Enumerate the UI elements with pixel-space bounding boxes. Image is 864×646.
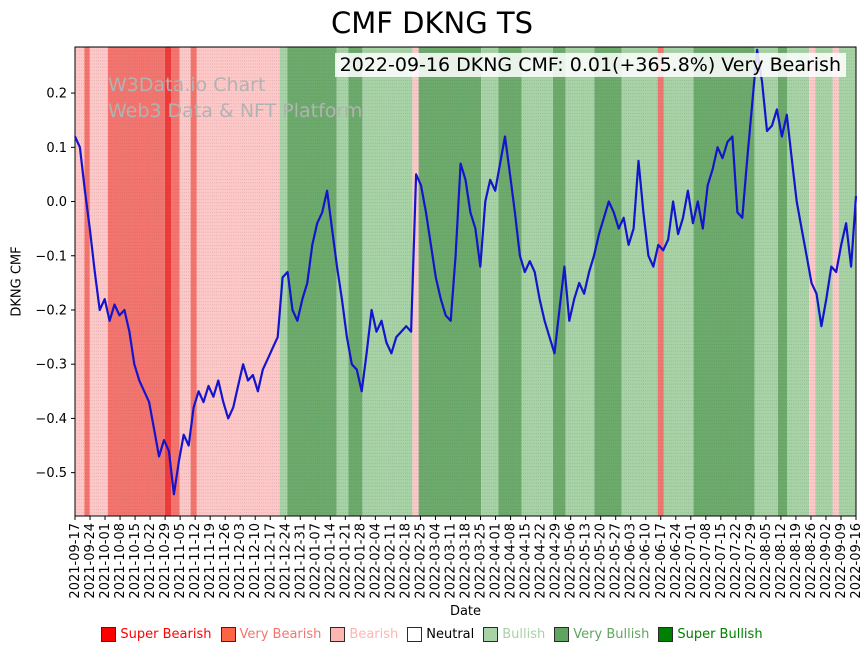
svg-text:0.1: 0.1 [46, 141, 67, 156]
svg-text:2022-01-14: 2022-01-14 [323, 523, 338, 599]
svg-text:2022-03-04: 2022-03-04 [428, 523, 443, 599]
x-axis-label: Date [449, 604, 482, 619]
svg-text:2022-02-11: 2022-02-11 [383, 523, 398, 599]
page-title: CMF DKNG TS [330, 6, 534, 40]
svg-text:2022-04-15: 2022-04-15 [519, 523, 534, 599]
x-axis: 2021-09-17 2021-09-24 2021-10-01 2021-10-08… [68, 516, 864, 599]
svg-text:0.2: 0.2 [46, 87, 67, 102]
svg-text:2021-11-19: 2021-11-19 [203, 523, 218, 599]
svg-text:2021-11-05: 2021-11-05 [173, 523, 188, 599]
svg-text:2022-04-01: 2022-04-01 [489, 523, 504, 599]
svg-text:2021-12-10: 2021-12-10 [248, 523, 263, 599]
legend-label: Very Bullish [573, 627, 650, 642]
svg-text:2021-11-12: 2021-11-12 [188, 523, 203, 599]
sentiment-bands-layer [75, 47, 856, 516]
legend: Super Bearish Very Bearish Bearish Neutral B… [0, 627, 864, 642]
svg-text:2021-09-24: 2021-09-24 [83, 523, 98, 599]
svg-text:2022-06-10: 2022-06-10 [639, 523, 654, 599]
svg-text:2022-05-13: 2022-05-13 [579, 523, 594, 599]
legend-swatch [220, 627, 236, 642]
svg-text:2022-08-19: 2022-08-19 [789, 523, 804, 599]
legend-label: Bearish [349, 627, 399, 642]
cmf-line-layer [73, 48, 858, 496]
svg-text:2021-12-31: 2021-12-31 [293, 523, 308, 599]
svg-text:2021-12-17: 2021-12-17 [263, 523, 278, 599]
svg-text:2021-10-29: 2021-10-29 [158, 523, 173, 599]
svg-text:−0.2: −0.2 [35, 304, 67, 319]
legend-swatch [330, 627, 346, 642]
svg-text:2022-02-25: 2022-02-25 [413, 523, 428, 599]
legend-item: Neutral [407, 627, 474, 642]
svg-text:2022-07-15: 2022-07-15 [714, 523, 729, 599]
legend-label: Bullish [502, 627, 546, 642]
legend-label: Super Bullish [677, 627, 763, 642]
svg-text:2022-06-03: 2022-06-03 [624, 523, 639, 599]
legend-swatch [483, 627, 499, 642]
svg-text:2021-11-26: 2021-11-26 [218, 523, 233, 599]
svg-text:−0.3: −0.3 [35, 358, 67, 373]
y-axis: 0.2 0.1 0.0 −0.1 −0.2 −0.3 −0.4 −0.5 [35, 87, 75, 481]
svg-text:2022-09-16: 2022-09-16 [849, 523, 864, 599]
svg-text:2021-09-17: 2021-09-17 [68, 523, 83, 599]
svg-text:2022-07-29: 2022-07-29 [744, 523, 759, 599]
y-axis-label-wrap: DKNG CMF [0, 47, 34, 516]
legend-swatch [407, 627, 423, 642]
legend-label: Neutral [426, 627, 475, 642]
svg-text:2022-09-09: 2022-09-09 [834, 523, 849, 599]
svg-text:2022-08-12: 2022-08-12 [774, 523, 789, 599]
cmf-line [73, 48, 858, 496]
svg-text:2022-05-27: 2022-05-27 [609, 523, 624, 599]
legend-item: Bearish [330, 627, 398, 642]
svg-text:2022-04-22: 2022-04-22 [534, 523, 549, 599]
legend-swatch [658, 627, 674, 642]
svg-text:2021-10-22: 2021-10-22 [143, 523, 158, 599]
svg-text:2022-06-17: 2022-06-17 [654, 523, 669, 599]
legend-item: Super Bullish [658, 627, 763, 642]
svg-text:2022-07-01: 2022-07-01 [684, 523, 699, 599]
svg-text:2022-05-06: 2022-05-06 [564, 523, 579, 599]
svg-text:2022-04-08: 2022-04-08 [504, 523, 519, 599]
svg-text:2022-03-18: 2022-03-18 [459, 523, 474, 599]
svg-text:2022-07-22: 2022-07-22 [729, 523, 744, 599]
latest-value-annotation: 2022-09-16 DKNG CMF: 0.01(+365.8%) Very … [334, 53, 846, 77]
svg-text:2022-08-05: 2022-08-05 [759, 523, 774, 599]
svg-text:2021-10-15: 2021-10-15 [128, 523, 143, 599]
legend-label: Super Bearish [120, 627, 212, 642]
legend-item: Very Bearish [220, 627, 322, 642]
svg-text:2022-04-29: 2022-04-29 [549, 523, 564, 599]
legend-label: Very Bearish [239, 627, 322, 642]
svg-text:2022-02-04: 2022-02-04 [368, 523, 383, 599]
svg-text:−0.5: −0.5 [35, 466, 67, 481]
svg-text:2022-07-08: 2022-07-08 [699, 523, 714, 599]
svg-text:2022-03-25: 2022-03-25 [474, 523, 489, 599]
svg-text:2021-12-03: 2021-12-03 [233, 523, 248, 599]
legend-item: Bullish [483, 627, 545, 642]
svg-text:2021-12-24: 2021-12-24 [278, 523, 293, 599]
svg-text:2022-09-02: 2022-09-02 [819, 523, 834, 599]
svg-text:0.0: 0.0 [46, 195, 67, 210]
svg-text:−0.4: −0.4 [35, 412, 67, 427]
svg-text:2022-06-24: 2022-06-24 [669, 523, 684, 599]
svg-text:2022-01-21: 2022-01-21 [338, 523, 353, 599]
legend-item: Super Bearish [101, 627, 212, 642]
svg-text:2021-10-01: 2021-10-01 [98, 523, 113, 599]
svg-text:2021-10-08: 2021-10-08 [113, 523, 128, 599]
legend-item: Very Bullish [554, 627, 649, 642]
legend-swatch [101, 627, 117, 642]
svg-text:2022-03-11: 2022-03-11 [443, 523, 458, 599]
y-axis-label: DKNG CMF [9, 246, 25, 317]
svg-text:2022-08-26: 2022-08-26 [804, 523, 819, 599]
svg-text:2022-01-28: 2022-01-28 [353, 523, 368, 599]
svg-text:2022-01-07: 2022-01-07 [308, 523, 323, 599]
svg-text:2022-02-18: 2022-02-18 [398, 523, 413, 599]
svg-text:−0.1: −0.1 [35, 249, 67, 264]
legend-swatch [554, 627, 570, 642]
svg-text:2022-05-20: 2022-05-20 [594, 523, 609, 599]
